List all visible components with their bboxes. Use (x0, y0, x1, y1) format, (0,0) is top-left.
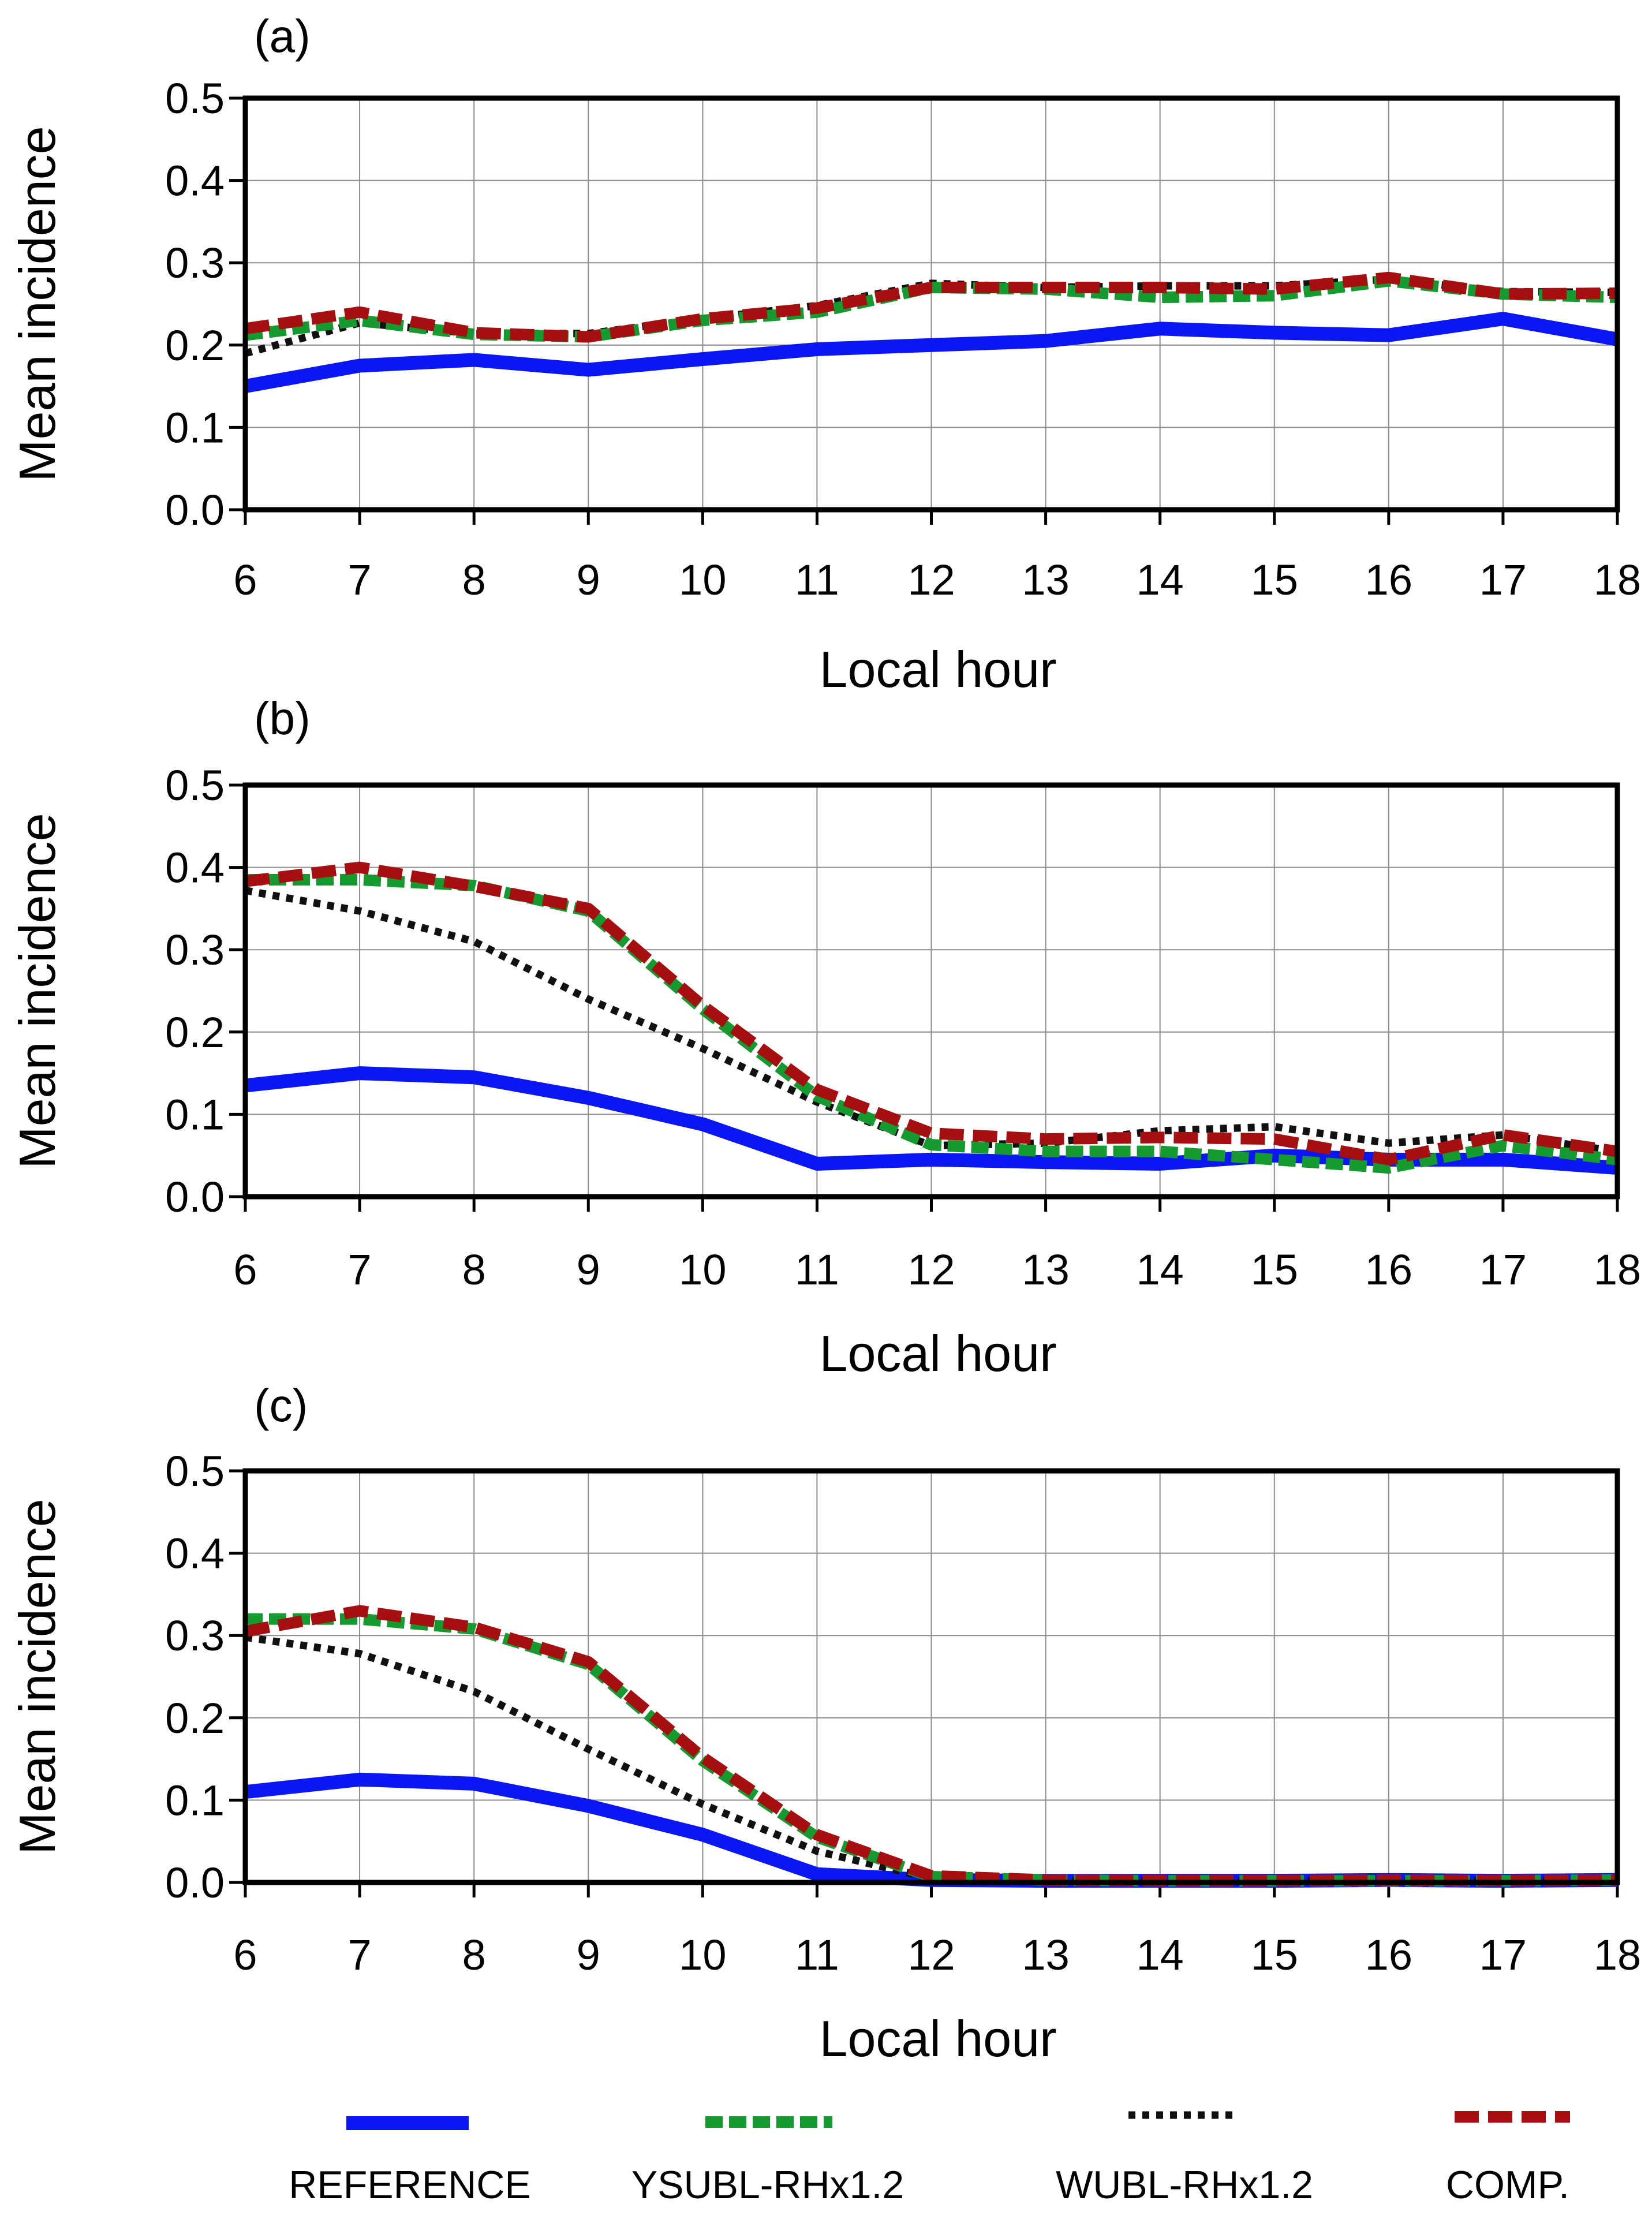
x-tick-label: 7 (348, 1246, 372, 1294)
x-tick-label: 18 (1594, 1246, 1641, 1294)
plot-frame (242, 782, 1620, 1200)
y-tick-label: 0.0 (165, 486, 225, 534)
series-line-ysubl (245, 873, 1619, 1174)
x-tick-label: 17 (1479, 1246, 1527, 1294)
x-tick-label: 16 (1365, 556, 1412, 604)
y-tick-label: 0.1 (165, 1776, 225, 1824)
series-line-comp (244, 271, 1618, 343)
series-line-comp (244, 861, 1619, 1165)
series-line-reference (244, 312, 1619, 393)
y-tick-label: 0.5 (165, 74, 225, 122)
y-tick-label: 0.2 (165, 1694, 225, 1742)
x-tick-label: 18 (1594, 556, 1641, 604)
x-tick-label: 8 (462, 1931, 486, 1979)
x-tick-label: 6 (233, 1931, 257, 1979)
panel-1: 0.0 0.1 0.2 0.3 0.4 0.5 6 7 8 9 10 11 12 13 14 15 16 17 18… (9, 10, 1641, 698)
y-tick-label: 0.5 (165, 1447, 225, 1495)
x-tick-label: 9 (577, 556, 600, 604)
x-tick-label: 13 (1022, 556, 1069, 604)
panel-label: (a) (254, 10, 311, 62)
x-axis-label: Local hour (820, 641, 1057, 698)
x-tick-label: 8 (462, 556, 486, 604)
x-tick-label: 7 (348, 556, 372, 604)
x-tick-label: 11 (795, 556, 839, 604)
plot-frame (242, 1468, 1620, 1885)
y-tick-label: 0.5 (165, 761, 225, 809)
y-axis-label: Mean incidence (9, 813, 66, 1168)
y-axis-label: Mean incidence (9, 1499, 66, 1854)
y-tick-label: 0.1 (165, 404, 225, 451)
x-tick-label: 13 (1022, 1246, 1069, 1294)
y-tick-label: 0.0 (165, 1173, 225, 1221)
x-tick-label: 12 (907, 1931, 955, 1979)
y-axis-label: Mean incidence (9, 126, 66, 481)
panels: 0.0 0.1 0.2 0.3 0.4 0.5 6 7 8 9 10 11 12 13 14 15 16 17 18… (9, 10, 1641, 2067)
y-tick-label: 0.4 (165, 157, 225, 205)
panel-label: (c) (254, 1380, 308, 1431)
y-tick-label: 0.4 (165, 1530, 225, 1578)
legend: REFERENCE YSUBL-RHx1.2 WUBL-RHx1.2 COMP. (289, 2111, 1570, 2207)
y-tick-label: 0.0 (165, 1859, 225, 1907)
x-tick-label: 9 (577, 1931, 600, 1979)
plot-frame (242, 95, 1620, 513)
x-tick-label: 13 (1022, 1931, 1069, 1979)
x-tick-label: 15 (1251, 556, 1298, 604)
y-tick-label: 0.2 (165, 322, 225, 369)
x-tick-label: 14 (1137, 1931, 1184, 1979)
x-tick-label: 14 (1137, 1246, 1184, 1294)
legend-label-ysubl: YSUBL-RHx1.2 (631, 2163, 904, 2207)
legend-label-comp: COMP. (1446, 2163, 1569, 2207)
panel-label: (b) (254, 693, 311, 744)
x-tick-label: 12 (907, 556, 955, 604)
x-tick-label: 9 (577, 1246, 600, 1294)
x-tick-label: 11 (795, 1246, 839, 1294)
x-tick-label: 15 (1251, 1246, 1298, 1294)
x-tick-label: 11 (795, 1931, 839, 1979)
x-tick-label: 7 (348, 1931, 372, 1979)
x-tick-label: 6 (233, 1246, 257, 1294)
x-tick-label: 10 (679, 1931, 726, 1979)
legend-label-wubl: WUBL-RHx1.2 (1056, 2163, 1313, 2207)
x-tick-label: 17 (1479, 1931, 1527, 1979)
panel-3: 0.0 0.1 0.2 0.3 0.4 0.5 6 7 8 9 10 11 12 13 14 15 16 17 18… (9, 1380, 1641, 2067)
y-tick-label: 0.3 (165, 239, 225, 287)
y-tick-label: 0.3 (165, 926, 225, 974)
x-tick-label: 6 (233, 556, 257, 604)
x-tick-label: 15 (1251, 1931, 1298, 1979)
legend-label-reference: REFERENCE (289, 2163, 530, 2207)
y-tick-label: 0.3 (165, 1612, 225, 1660)
panel-2: 0.0 0.1 0.2 0.3 0.4 0.5 6 7 8 9 10 11 12 13 14 15 16 17 18… (9, 693, 1641, 1382)
x-tick-label: 8 (462, 1246, 486, 1294)
x-tick-label: 17 (1479, 556, 1527, 604)
y-tick-label: 0.4 (165, 844, 225, 892)
x-tick-label: 14 (1137, 556, 1184, 604)
x-tick-label: 16 (1365, 1246, 1412, 1294)
x-axis-label: Local hour (820, 1325, 1057, 1382)
x-tick-label: 12 (907, 1246, 955, 1294)
x-tick-label: 10 (679, 556, 726, 604)
x-tick-label: 10 (679, 1246, 726, 1294)
x-tick-label: 16 (1365, 1931, 1412, 1979)
x-tick-label: 18 (1594, 1931, 1641, 1979)
series-line-wubl (245, 1633, 1617, 1885)
y-tick-label: 0.1 (165, 1090, 225, 1138)
y-tick-label: 0.2 (165, 1008, 225, 1056)
x-axis-label: Local hour (820, 2010, 1057, 2067)
